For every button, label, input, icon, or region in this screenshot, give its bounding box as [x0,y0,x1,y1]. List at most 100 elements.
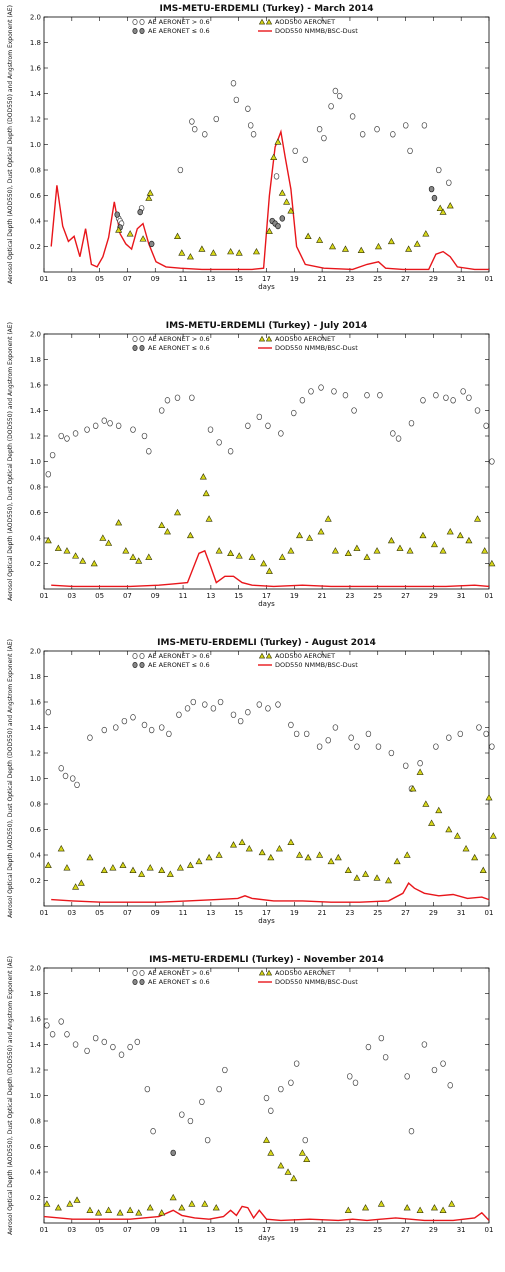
ae-high-point [302,1136,309,1144]
legend-ae-high-marker [139,19,145,25]
x-tick-label: 25 [373,909,382,917]
ae-high-point [302,156,309,163]
aod-point [186,253,194,260]
aod-point [99,534,107,541]
aod-point [258,848,266,856]
x-tick-label: 09 [151,1226,160,1234]
ae-high-point [377,392,383,399]
aod-point [430,1204,438,1211]
ae-high-point [421,122,428,129]
x-tick-label: 01 [40,592,49,600]
aod-point [373,547,381,554]
aod-point [357,246,365,254]
aod-point [396,544,404,551]
y-tick-label: 1.6 [30,382,42,390]
aod-point [456,531,464,539]
ae-high-point [115,422,122,429]
aod-point [296,531,304,539]
ae-high-point [58,432,64,440]
y-tick-label: 0.2 [30,243,41,251]
legend-ae-high-marker [132,336,138,342]
aod-point [115,226,123,233]
ae-high-point [364,392,370,399]
x-tick-label: 21 [318,1226,327,1234]
aod-point [485,794,493,801]
aod-point [100,866,108,873]
y-tick-label: 1.4 [30,724,42,732]
x-axis-label: days [258,283,275,291]
ae-high-point [404,1073,410,1080]
ae-high-point [177,166,184,174]
ae-high-point [202,701,208,708]
x-tick-label: 11 [179,275,188,283]
legend-ae-high-marker [139,336,145,342]
ae-high-point [348,734,354,741]
x-tick-label: 01 [485,275,494,283]
aod-point [403,1204,411,1211]
aod-point [363,553,371,560]
ae-high-point [247,122,254,129]
aod-point [146,1204,154,1211]
ae-high-point [489,743,495,750]
legend: AE AERONET > 0.6AE AERONET ≤ 0.6 AOD500 A… [132,335,358,352]
chart-title: IMS-METU-ERDEMLI (Turkey) - November 201… [149,955,384,965]
ae-high-point [49,1031,56,1038]
aod-point [245,845,253,852]
y-tick-label: 1.6 [30,1016,42,1024]
legend-ae-low-label: AE AERONET ≤ 0.6 [148,978,210,986]
ae-high-point [433,743,439,750]
ae-high-point [347,1073,353,1080]
aod-point [353,874,361,881]
ae-high-point [431,1066,438,1074]
ae-high-point [64,1031,70,1038]
chart-title: IMS-METU-ERDEMLI (Turkey) - March 2014 [159,4,373,14]
aod-point [215,851,223,858]
ae-high-point [293,730,300,738]
legend-ae-high-marker [139,970,145,976]
plot-frame [43,333,490,590]
aod-point [422,800,430,807]
x-tick-label: 11 [179,909,188,917]
x-axis-label: days [258,1234,275,1242]
aod-point [186,861,194,868]
y-axis-label: Aerosol Optical Depth (AOD550), Dust Opt… [7,322,14,601]
ae-high-point [408,420,415,427]
aod-point [481,547,489,554]
aod-point [465,536,473,544]
ae-high-point [164,397,171,404]
aod-point [316,851,324,858]
aod-point [86,853,94,861]
legend-dod-label: DOD550 NMMB/BSC-Dust [275,978,358,986]
ae-high-point [191,126,198,133]
legend-aod-marker [265,18,273,25]
legend-ae-low-marker [132,979,138,985]
ae-high-point [421,1041,428,1048]
x-tick-label: 01 [40,1226,49,1234]
legend-aod-marker [265,969,273,976]
legend-ae-high-label: AE AERONET > 0.6 [148,652,210,660]
x-tick-label: 27 [401,909,410,917]
legend-aod-label: AOD500 AERONET [275,18,335,26]
aod-point [283,198,291,205]
ae-high-point [457,730,464,738]
ae-high-point [84,426,90,433]
x-tick-label: 15 [234,1226,243,1234]
ae-high-point [134,1038,141,1046]
y-tick-label: 1.6 [30,65,42,73]
x-axis-label: days [258,600,275,608]
y-tick-label: 0.6 [30,509,42,517]
ae-high-point [303,730,310,738]
ae-high-point [250,131,257,138]
x-tick-label: 31 [457,592,466,600]
aod-point [287,207,295,214]
x-tick-label: 13 [206,909,215,917]
ae-high-point [278,430,284,437]
y-tick-label: 0.6 [30,826,42,834]
aod-point [277,1162,285,1169]
ae-high-point [256,413,263,421]
ae-high-point [144,1085,151,1093]
y-tick-label: 1.2 [30,433,41,441]
ae-high-point [207,426,214,433]
legend-aod-marker [258,335,266,342]
ae-high-point [101,417,108,424]
